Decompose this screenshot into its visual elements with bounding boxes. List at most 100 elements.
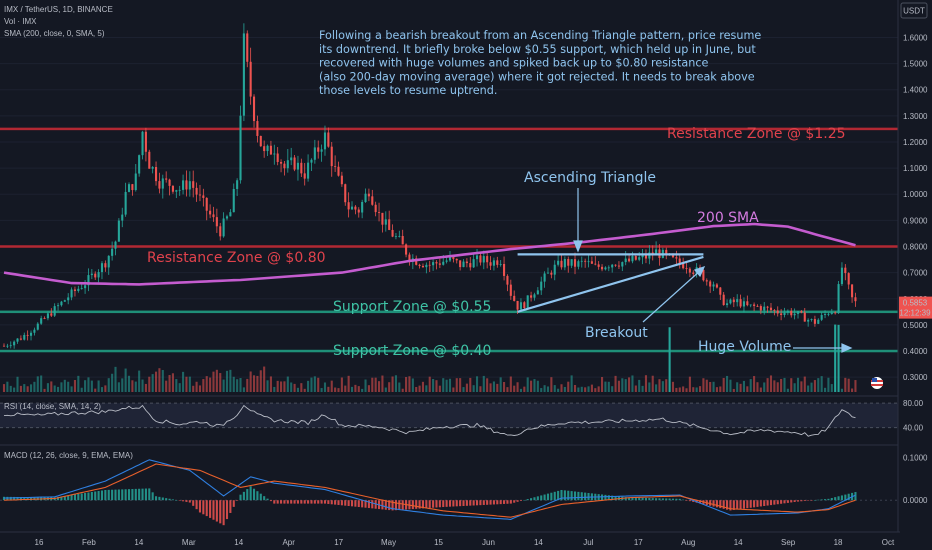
volume-bar — [84, 380, 87, 392]
symbol-title[interactable]: IMX / TetherUS, 1D, BINANCE — [4, 5, 113, 14]
candle-body — [729, 299, 732, 304]
volume-bar — [698, 386, 702, 392]
volume-bar — [432, 379, 435, 392]
candle-body — [357, 209, 360, 213]
macd-histogram-bar — [2, 496, 6, 501]
volume-bar — [70, 386, 73, 392]
volume-bar — [847, 378, 850, 392]
candle-body — [26, 334, 29, 336]
macd-histogram-bar — [628, 497, 631, 501]
candle-body — [121, 214, 124, 221]
candle-body — [803, 312, 806, 322]
candle-body — [195, 187, 198, 195]
time-axis[interactable]: 16 Feb 14 Mar 14 Apr 17 May 15 Jun 14 Jul 17 Aug 14 Sep… — [0, 531, 932, 550]
volume-bar — [827, 377, 830, 392]
macd-histogram-bar — [624, 497, 627, 501]
candle-body — [813, 319, 816, 324]
candle-body — [296, 162, 300, 170]
volume-bar — [780, 378, 783, 392]
volume-bar — [94, 388, 97, 392]
time-tick-label: Sep — [781, 538, 796, 547]
volume-bar — [293, 383, 296, 392]
volume-bar — [448, 378, 452, 392]
candle-body — [367, 193, 370, 197]
volume-bar — [536, 380, 539, 392]
candle-body — [273, 153, 276, 155]
macd-histogram-bar — [560, 489, 563, 501]
candle-body — [178, 189, 181, 191]
volume-bar — [127, 375, 131, 392]
macd-histogram-bar — [834, 497, 837, 501]
time-tick-label: 17 — [334, 538, 343, 547]
volume-bar — [121, 378, 124, 392]
volume-bar — [746, 386, 749, 392]
macd-histogram-bar — [482, 500, 485, 505]
time-tick-label: Aug — [681, 538, 695, 547]
volume-bar — [185, 376, 188, 392]
macd-histogram-bar — [523, 499, 526, 501]
volume-bar — [435, 380, 438, 392]
volume-bars — [2, 324, 857, 392]
candle-body — [533, 294, 536, 298]
macd-histogram-bar — [350, 500, 354, 507]
rsi-indicator-label[interactable]: RSI (14, close, SMA, 14, 2) — [4, 402, 101, 411]
macd-indicator-label[interactable]: MACD (12, 26, close, 9, EMA, EMA) — [4, 451, 133, 460]
rsi-line — [3, 404, 856, 437]
candle-body — [70, 289, 73, 298]
candle-body — [182, 180, 185, 190]
volume-bar — [43, 388, 46, 392]
candle-body — [739, 299, 742, 307]
volume-bar — [408, 376, 411, 392]
macd-histogram-bar — [459, 500, 462, 507]
candle-body — [117, 220, 120, 242]
macd-histogram-bar — [269, 500, 272, 502]
macd-histogram-bar — [151, 492, 154, 501]
macd-tick-labels: 0.1000 0.0000 — [903, 454, 928, 506]
breakout-arrowhead — [693, 266, 706, 278]
volume-bar — [759, 387, 762, 392]
macd-histogram-bar — [198, 500, 202, 513]
macd-histogram-bar — [290, 500, 293, 504]
macd-histogram-bar — [273, 500, 276, 504]
candle-body — [347, 202, 350, 210]
volume-bar — [739, 383, 742, 392]
candle-body — [330, 146, 333, 167]
volume-bar — [854, 380, 857, 392]
description-line-5: those levels to resume uptrend. — [319, 84, 497, 97]
volume-bar — [526, 377, 529, 392]
macd-histogram-bar — [19, 497, 22, 501]
volume-indicator-label[interactable]: Vol · IMX — [4, 17, 37, 26]
macd-histogram-bar — [570, 491, 573, 501]
volume-bar — [165, 380, 168, 392]
description-line-1: Following a bearish breakout from an Asc… — [319, 29, 761, 42]
candle-body — [192, 181, 195, 188]
currency-button[interactable] — [900, 2, 928, 19]
volume-bar — [705, 379, 708, 392]
volume-bar — [820, 376, 823, 392]
volume-bar — [550, 377, 553, 392]
macd-histogram-bar — [97, 490, 100, 501]
volume-bar — [692, 387, 695, 392]
candle-body — [492, 260, 495, 266]
volume-bar — [57, 386, 60, 392]
candle-body — [550, 272, 553, 275]
candle-body — [188, 181, 191, 190]
candle-body — [746, 301, 749, 306]
macd-histogram-bar — [448, 500, 452, 507]
candle-body — [628, 258, 631, 262]
candle-body — [503, 263, 506, 276]
price-axis[interactable]: 1.6000 1.5000 1.4000 1.3000 1.2000 1.1000 1.00… — [897, 0, 932, 532]
flag-icon[interactable] — [871, 377, 883, 389]
currency-button-label[interactable]: USDT — [903, 7, 925, 16]
macd-histogram-bar — [776, 500, 779, 505]
time-tick-label: 17 — [634, 538, 643, 547]
candle-body — [543, 273, 546, 282]
sma-indicator-label[interactable]: SMA (200, close, 0, SMA, 5) — [4, 29, 105, 38]
macd-histogram-bar — [766, 500, 769, 506]
macd-histogram-bar — [634, 497, 637, 501]
macd-histogram-bar — [340, 500, 343, 506]
candle-body — [489, 262, 492, 266]
macd-histogram-bar — [114, 489, 117, 501]
candle-body — [381, 212, 384, 225]
